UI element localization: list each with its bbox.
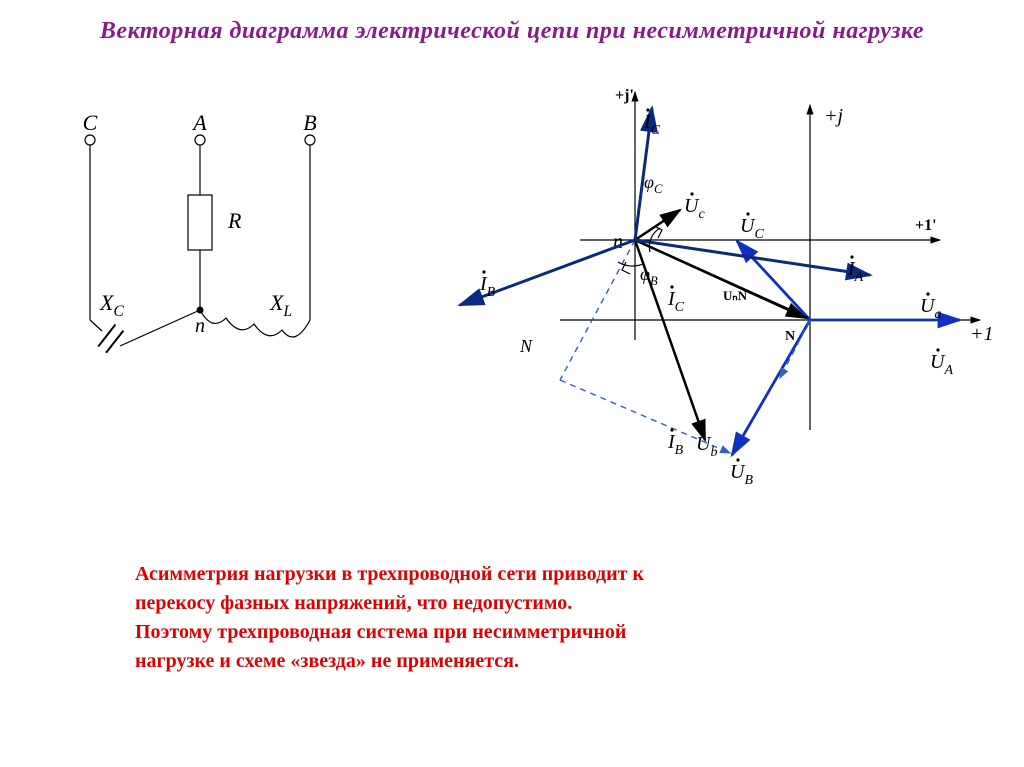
axis-plusjprime: +j' [615,87,634,104]
lbl-UB: UB [730,461,753,488]
axis-plusj: +j [824,105,843,127]
lbl-Uas: Ua [920,295,941,322]
lbl-phiC: φC [644,172,663,196]
label-N: N [785,329,795,344]
lbl-IA: IA [847,258,864,285]
phasor-diagram: +1 +j +1' +j' n N N UₙN IC φC Uc UC IA [440,80,1000,540]
conclusion-line-0: Асимметрия нагрузки в трехпроводной сети… [135,560,644,589]
title-text: Векторная диаграмма электрической цепи п… [100,18,924,44]
label-n2: n [613,231,623,253]
conclusion-text: Асимметрия нагрузки в трехпроводной сети… [135,560,644,676]
label-C: C [83,110,98,135]
lbl-UA: UA [930,351,953,378]
lbl-phiB: φB [640,264,658,288]
label-n: n [195,315,205,337]
lbl-UC: UC [740,215,764,242]
lbl-IB2: IB [667,431,684,458]
conclusion-line-3: нагрузке и схеме «звезда» не применяется… [135,647,644,676]
label-Nleft: N [519,336,533,356]
lbl-Ic2: IC [667,288,685,315]
lbl-Ubs: Ub [696,433,717,460]
circuit-diagram: C A B R n XC XL [30,110,390,410]
axis-plus1prime: +1' [915,217,937,234]
page-title: Векторная диаграмма электрической цепи п… [0,18,1024,45]
lbl-Ucs: Uc [684,195,705,222]
axis-plus1: +1 [970,323,994,345]
label-Xl: XL [269,290,292,320]
label-R: R [227,208,242,233]
label-A: A [191,110,207,135]
label-Xc: XC [99,290,124,320]
label-B: B [303,110,316,135]
conclusion-line-1: перекосу фазных напряжений, что недопуст… [135,589,644,618]
conclusion-line-2: Поэтому трехпроводная система при несимм… [135,618,644,647]
